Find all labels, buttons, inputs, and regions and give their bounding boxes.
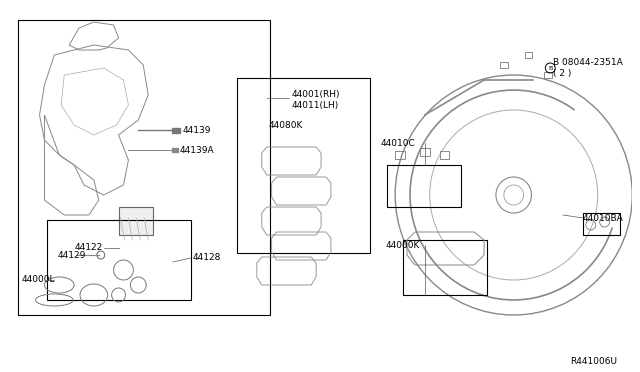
Text: 44080K: 44080K <box>269 121 303 129</box>
FancyBboxPatch shape <box>118 207 153 235</box>
Text: 44010C: 44010C <box>380 138 415 148</box>
Bar <box>525 52 532 58</box>
Bar <box>420 148 429 156</box>
Bar <box>440 151 449 159</box>
Bar <box>172 128 180 132</box>
Text: 44001(RH)
44011(LH): 44001(RH) 44011(LH) <box>291 90 340 110</box>
Text: B 08044-2351A
( 2 ): B 08044-2351A ( 2 ) <box>553 58 623 78</box>
Bar <box>172 148 178 152</box>
Text: 44000K: 44000K <box>385 241 420 250</box>
Bar <box>500 62 508 68</box>
Text: 44139: 44139 <box>183 125 211 135</box>
Text: 44128: 44128 <box>193 253 221 263</box>
Text: 44122: 44122 <box>74 244 103 253</box>
Text: 44139A: 44139A <box>180 145 214 154</box>
Text: B: B <box>548 65 552 71</box>
Text: 44129: 44129 <box>58 250 86 260</box>
Text: 44010BA: 44010BA <box>583 214 623 222</box>
Bar <box>545 72 552 78</box>
Text: 44000L: 44000L <box>22 276 55 285</box>
Bar <box>395 151 405 159</box>
Text: R441006U: R441006U <box>570 357 618 366</box>
